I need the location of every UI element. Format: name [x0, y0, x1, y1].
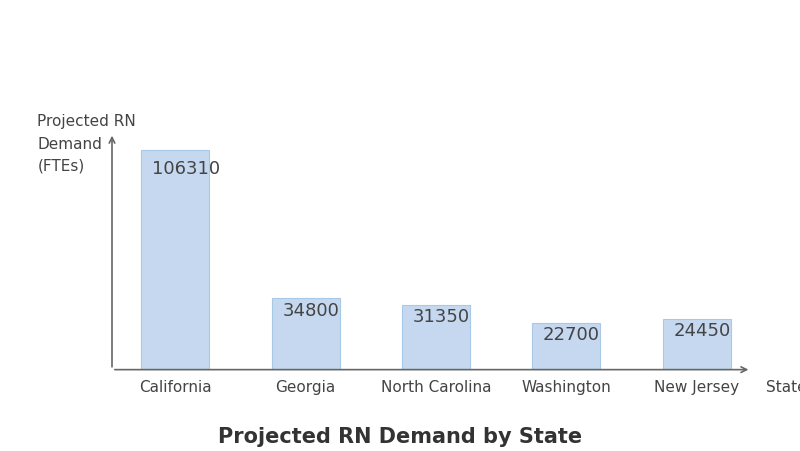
- Text: 106310: 106310: [152, 159, 220, 177]
- Bar: [402, 305, 470, 370]
- Text: 31350: 31350: [413, 308, 470, 326]
- Text: State: State: [766, 379, 800, 394]
- Bar: [272, 298, 339, 370]
- Text: 22700: 22700: [543, 325, 600, 343]
- Bar: [662, 319, 730, 370]
- Text: 34800: 34800: [282, 301, 339, 319]
- Text: 24450: 24450: [674, 322, 730, 339]
- Bar: [142, 150, 210, 370]
- Text: Projected RN Demand by State: Projected RN Demand by State: [218, 427, 582, 446]
- Bar: [533, 323, 600, 370]
- Text: Projected RN
Demand
(FTEs): Projected RN Demand (FTEs): [38, 114, 136, 173]
